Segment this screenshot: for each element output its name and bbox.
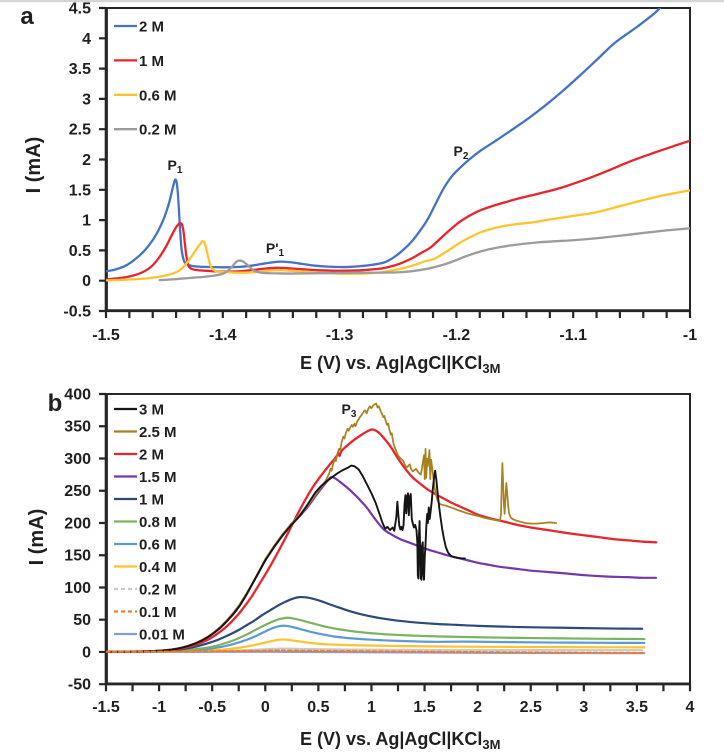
svg-text:-1.5: -1.5 <box>92 327 120 344</box>
svg-text:150: 150 <box>64 548 91 565</box>
svg-text:-1.5: -1.5 <box>92 699 120 716</box>
svg-text:-50: -50 <box>68 677 91 694</box>
svg-text:2: 2 <box>473 699 482 716</box>
svg-text:1.5 M: 1.5 M <box>139 469 177 486</box>
svg-text:3: 3 <box>579 699 588 716</box>
svg-text:0.5: 0.5 <box>307 699 329 716</box>
svg-text:1 M: 1 M <box>139 492 164 509</box>
svg-text:-1: -1 <box>152 699 166 716</box>
svg-text:0.8 M: 0.8 M <box>139 514 177 531</box>
svg-text:-0.5: -0.5 <box>198 699 226 716</box>
svg-text:I (mA): I (mA) <box>23 137 45 194</box>
svg-text:1: 1 <box>82 213 91 230</box>
svg-text:1.5: 1.5 <box>69 182 91 199</box>
svg-text:100: 100 <box>64 580 91 597</box>
svg-text:0.6 M: 0.6 M <box>139 537 177 554</box>
svg-text:0: 0 <box>82 644 91 661</box>
svg-text:4: 4 <box>686 699 695 716</box>
svg-text:0: 0 <box>261 699 270 716</box>
svg-text:0.1 M: 0.1 M <box>139 604 177 621</box>
svg-text:-1.3: -1.3 <box>326 327 354 344</box>
svg-text:2 M: 2 M <box>139 19 164 36</box>
svg-text:1.5: 1.5 <box>413 699 435 716</box>
svg-text:-1: -1 <box>683 327 697 344</box>
svg-text:2: 2 <box>82 152 91 169</box>
svg-text:250: 250 <box>64 483 91 500</box>
svg-text:1: 1 <box>367 699 376 716</box>
svg-text:200: 200 <box>64 515 91 532</box>
svg-text:2.5 M: 2.5 M <box>139 424 177 441</box>
svg-text:400: 400 <box>64 387 91 404</box>
svg-text:0.2 M: 0.2 M <box>139 582 177 599</box>
svg-text:-0.5: -0.5 <box>63 304 91 321</box>
svg-text:4.5: 4.5 <box>69 1 91 18</box>
svg-text:I (mA): I (mA) <box>26 509 48 566</box>
svg-text:1 M: 1 M <box>139 53 164 70</box>
svg-text:2.5: 2.5 <box>69 122 91 139</box>
svg-text:3.5: 3.5 <box>69 61 91 78</box>
svg-text:E (V) vs. Ag|AgCl|KCl3M: E (V) vs. Ag|AgCl|KCl3M <box>300 729 500 752</box>
svg-text:0.01 M: 0.01 M <box>139 627 185 644</box>
svg-text:350: 350 <box>64 419 91 436</box>
svg-text:2.5: 2.5 <box>520 699 542 716</box>
svg-text:50: 50 <box>73 612 91 629</box>
svg-text:0.2 M: 0.2 M <box>139 122 177 139</box>
svg-text:3 M: 3 M <box>139 402 164 419</box>
svg-text:0: 0 <box>82 273 91 290</box>
svg-text:3.5: 3.5 <box>626 699 648 716</box>
svg-text:0.4 M: 0.4 M <box>139 559 177 576</box>
svg-text:-1.4: -1.4 <box>209 327 237 344</box>
svg-text:300: 300 <box>64 451 91 468</box>
svg-text:0.5: 0.5 <box>69 243 91 260</box>
svg-text:E (V) vs. Ag|AgCl|KCl3M: E (V) vs. Ag|AgCl|KCl3M <box>300 353 500 376</box>
svg-text:-1.2: -1.2 <box>443 327 471 344</box>
svg-text:2 M: 2 M <box>139 447 164 464</box>
svg-text:a: a <box>20 3 34 30</box>
svg-text:0.6 M: 0.6 M <box>139 87 177 104</box>
svg-text:-1.1: -1.1 <box>559 327 587 344</box>
svg-text:b: b <box>48 390 63 417</box>
svg-text:3: 3 <box>82 91 91 108</box>
svg-text:4: 4 <box>82 31 91 48</box>
